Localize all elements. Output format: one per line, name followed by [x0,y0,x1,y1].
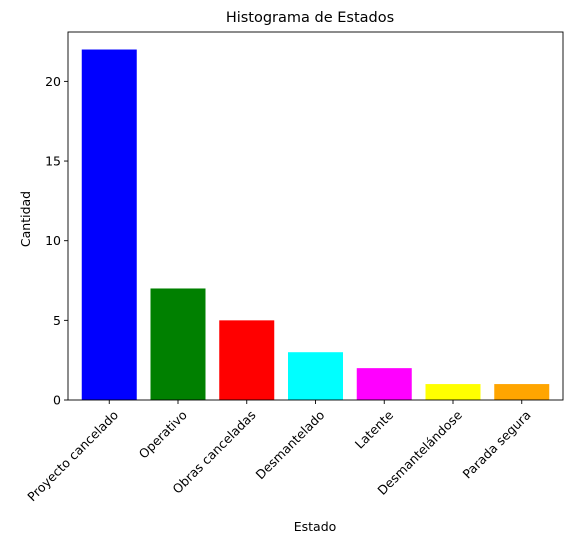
bar [356,368,412,400]
bar [494,384,550,400]
bar [425,384,481,400]
bar [150,288,206,400]
y-axis-label: Cantidad [18,191,33,247]
y-tick-label: 5 [53,313,61,328]
chart-title: Histograma de Estados [226,10,394,26]
bar [219,320,275,400]
x-axis-label: Estado [294,519,337,534]
bar [288,352,343,400]
y-tick-label: 20 [45,74,61,89]
bar [81,49,137,401]
y-tick-label: 15 [45,154,61,169]
y-tick-label: 0 [53,393,61,408]
y-tick-label: 10 [45,233,61,248]
